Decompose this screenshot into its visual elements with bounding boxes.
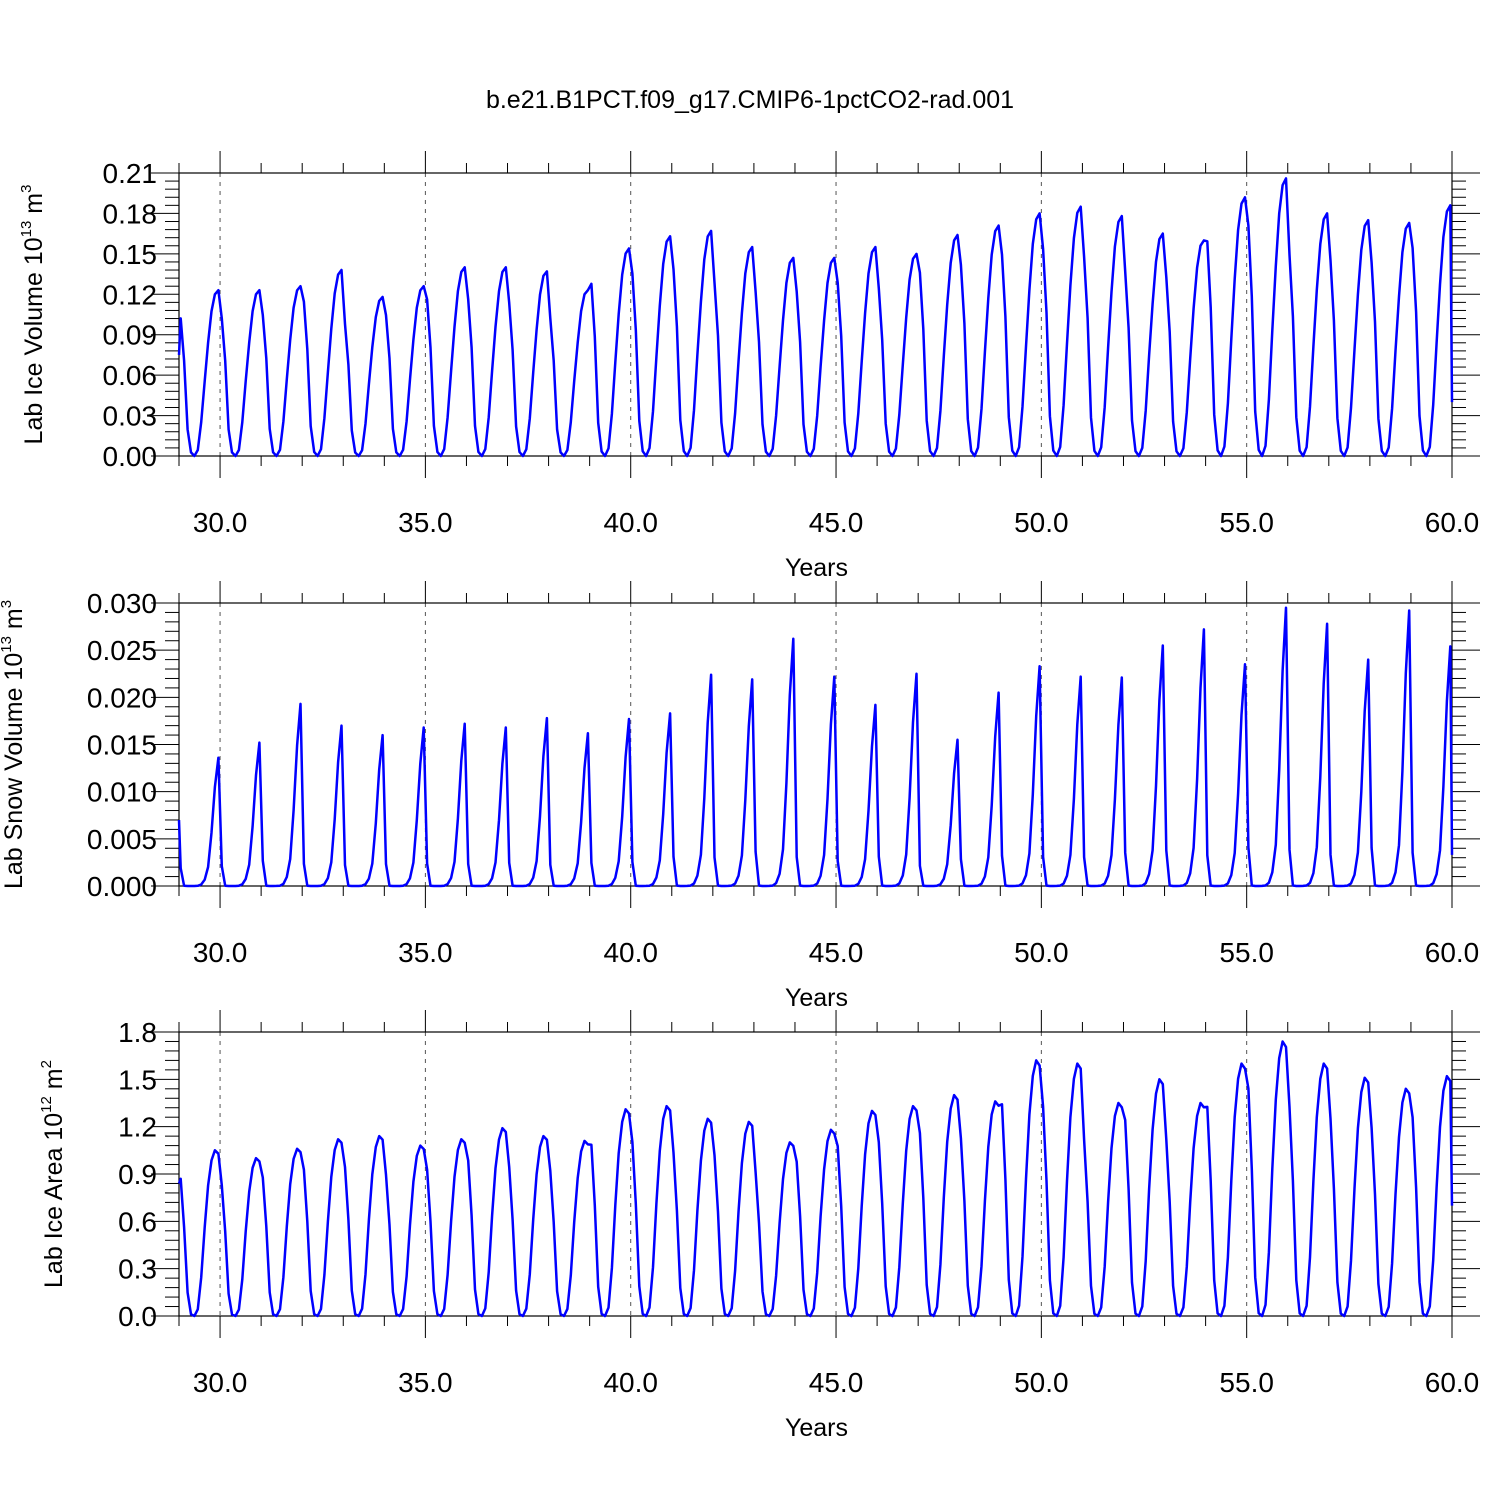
x-tick-label: 30.0	[193, 937, 248, 968]
y-tick-label: 0.010	[87, 777, 157, 808]
x-axis-label: Years	[785, 984, 848, 1012]
x-axis-label: Years	[785, 554, 848, 582]
x-tick-label: 55.0	[1219, 507, 1274, 538]
x-tick-label: 60.0	[1425, 507, 1480, 538]
y-axis-label-unit-exp: 3	[0, 600, 15, 608]
plot-frame	[178, 602, 1453, 887]
y-tick-label: 0.12	[103, 279, 158, 310]
panel-ice-volume: 30.0 35.0 40.0 45.0 50.0 55.0 60.0 0.00 0.03 0.06…	[18, 151, 1480, 582]
x-tick-label: 45.0	[809, 937, 864, 968]
x-tick-label: 45.0	[809, 507, 864, 538]
y-tick-label: 0.18	[103, 198, 158, 229]
y-tick-label: 0.00	[103, 441, 158, 472]
y-axis-label: Lab Ice Volume 1013 m3	[18, 185, 48, 445]
x-tick-label: 40.0	[603, 1367, 658, 1398]
y-tick-label: 1.2	[118, 1112, 157, 1143]
y-tick-label: 0.21	[103, 158, 158, 189]
y-tick-label: 1.8	[118, 1017, 157, 1048]
y-axis-label-exp: 12	[38, 1096, 55, 1113]
x-tick-label: 30.0	[193, 507, 248, 538]
x-tick-label: 40.0	[603, 937, 658, 968]
y-tick-label: 0.025	[87, 635, 157, 666]
y-axis-label-exp: 13	[0, 636, 15, 653]
x-tick-label: 45.0	[809, 1367, 864, 1398]
panels: 30.0 35.0 40.0 45.0 50.0 55.0 60.00.000.030.06…	[0, 151, 1480, 1442]
x-tick-label: 50.0	[1014, 1367, 1069, 1398]
x-tick-label: 55.0	[1219, 937, 1274, 968]
x-tick-label: 35.0	[398, 937, 453, 968]
y-tick-label: 0.015	[87, 730, 157, 761]
y-tick-label: 0.000	[87, 871, 157, 902]
y-tick-label: 0.3	[118, 1254, 157, 1285]
y-tick-label: 0.9	[118, 1159, 157, 1190]
x-tick-label: 30.0	[193, 1367, 248, 1398]
panel-ice-area: 30.0 35.0 40.0 45.0 50.0 55.0 60.0 0.0 0.3 0.6 0.9…	[38, 1010, 1480, 1442]
y-tick-label: 0.030	[87, 588, 157, 619]
x-tick-label: 60.0	[1425, 937, 1480, 968]
x-tick-label: 60.0	[1425, 1367, 1480, 1398]
y-axis-label-prefix: Lab Ice Area 10	[40, 1113, 68, 1288]
y-axis-label-unit: m	[0, 608, 28, 636]
y-tick-label: 0.06	[103, 360, 158, 391]
x-tick-label: 40.0	[603, 507, 658, 538]
y-tick-label: 0.020	[87, 682, 157, 713]
y-axis-label-unit-exp: 2	[38, 1060, 55, 1068]
y-axis-label-unit-exp: 3	[18, 185, 35, 193]
figure-title: b.e21.B1PCT.f09_g17.CMIP6-1pctCO2-rad.00…	[486, 86, 1014, 114]
x-axis-label: Years	[785, 1414, 848, 1442]
x-tick-label: 35.0	[398, 1367, 453, 1398]
y-axis-label-exp: 13	[18, 221, 35, 238]
series-line	[177, 177, 1454, 458]
y-tick-label: 0.6	[118, 1206, 157, 1237]
y-axis-label-prefix: Lab Ice Volume 10	[20, 237, 48, 444]
plot-frame	[178, 1031, 1453, 1317]
x-tick-label: 35.0	[398, 507, 453, 538]
series-line	[177, 1040, 1454, 1318]
plot-frame	[178, 172, 1453, 457]
y-axis-label-unit: m	[20, 193, 48, 221]
y-axis-label: Lab Ice Area 1012 m2	[38, 1060, 68, 1288]
x-tick-label: 50.0	[1014, 937, 1069, 968]
y-tick-label: 0.0	[118, 1301, 157, 1332]
x-tick-label: 55.0	[1219, 1367, 1274, 1398]
y-axis-label-prefix: Lab Snow Volume 10	[0, 653, 28, 889]
series-line	[177, 606, 1454, 888]
y-tick-label: 0.005	[87, 824, 157, 855]
x-tick-label: 50.0	[1014, 507, 1069, 538]
y-tick-label: 0.15	[103, 239, 158, 270]
y-axis-label: Lab Snow Volume 1013 m3	[0, 600, 28, 889]
y-tick-label: 0.09	[103, 320, 158, 351]
y-axis-label-unit: m	[40, 1068, 68, 1096]
y-tick-label: 0.03	[103, 401, 158, 432]
panel-snow-volume: 30.0 35.0 40.0 45.0 50.0 55.0 60.0 0.000 0.005 0.…	[0, 581, 1480, 1012]
y-tick-label: 1.5	[118, 1064, 157, 1095]
